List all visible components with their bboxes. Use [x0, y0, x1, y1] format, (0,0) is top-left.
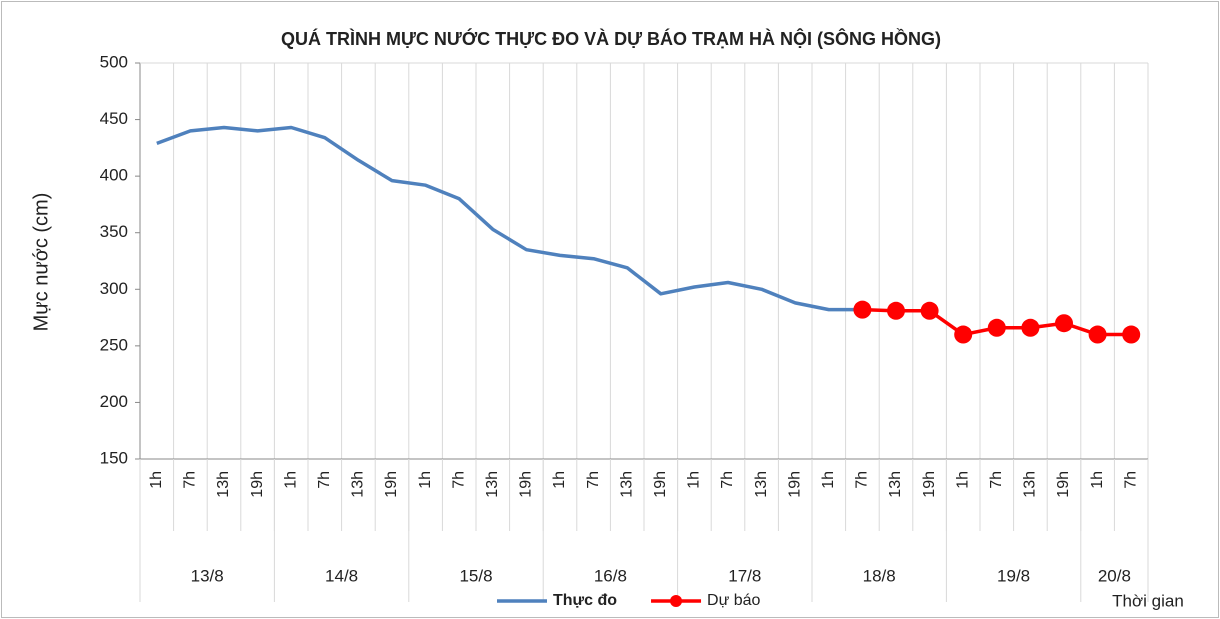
marker — [920, 301, 939, 320]
group-label: 20/8 — [1098, 566, 1131, 585]
group-label: 19/8 — [997, 566, 1030, 585]
x-tick-label: 19h — [1055, 471, 1072, 498]
y-tick-label: 200 — [100, 392, 128, 411]
x-tick-label: 1h — [820, 471, 837, 489]
x-tick-label: 7h — [316, 471, 333, 489]
group-label: 14/8 — [325, 566, 358, 585]
marker — [987, 318, 1006, 337]
y-tick-label: 400 — [100, 166, 128, 185]
marker — [1122, 325, 1141, 344]
x-tick-label: 19h — [249, 471, 266, 498]
group-label: 15/8 — [459, 566, 492, 585]
x-tick-label: 7h — [182, 471, 199, 489]
y-axis-label: Mực nước (cm) — [30, 193, 52, 332]
marker — [853, 300, 872, 319]
group-label: 18/8 — [863, 566, 896, 585]
legend-label: Thực đo — [553, 592, 617, 609]
x-tick-label: 13h — [753, 471, 770, 498]
x-tick-label: 1h — [148, 471, 165, 489]
series-line — [156, 125, 863, 312]
legend-marker — [670, 595, 683, 607]
marker — [1055, 314, 1073, 333]
x-tick-label: 19h — [652, 471, 669, 498]
x-tick-label: 1h — [417, 471, 434, 489]
x-tick-label: 13h — [350, 471, 367, 498]
y-tick-label: 150 — [100, 448, 128, 467]
x-tick-label: 13h — [484, 471, 501, 498]
marker — [1021, 318, 1040, 337]
x-tick-label: 13h — [1022, 471, 1039, 498]
group-label: 17/8 — [728, 566, 761, 585]
marker — [1088, 325, 1107, 344]
x-tick-label: 1h — [954, 471, 971, 489]
x-tick-label: 19h — [921, 471, 938, 498]
x-tick-label: 1h — [282, 471, 299, 489]
x-tick-label: 7h — [585, 471, 602, 489]
chart-title: QUÁ TRÌNH MỰC NƯỚC THỰC ĐO VÀ DỰ BÁO TRẠ… — [281, 28, 941, 49]
y-tick-label: 250 — [100, 335, 128, 354]
x-tick-label: 19h — [786, 471, 803, 498]
x-tick-label: 19h — [518, 471, 535, 498]
x-tick-label: 19h — [383, 471, 400, 498]
x-tick-label: 13h — [887, 471, 904, 498]
legend-label: Dự báo — [707, 592, 761, 609]
x-tick-label: 1h — [1089, 471, 1106, 489]
marker — [887, 301, 905, 320]
x-tick-label: 1h — [551, 471, 568, 489]
x-tick-label: 7h — [450, 471, 467, 489]
x-tick-label: 13h — [215, 471, 232, 498]
x-tick-label: 13h — [618, 471, 635, 498]
y-tick-label: 300 — [100, 279, 128, 298]
x-tick-label: 7h — [1122, 471, 1139, 489]
x-tick-label: 1h — [686, 471, 703, 489]
x-tick-label: 7h — [988, 471, 1005, 489]
x-tick-label: 7h — [719, 471, 736, 489]
y-tick-label: 350 — [100, 222, 128, 241]
group-label: 13/8 — [191, 566, 224, 585]
y-tick-label: 500 — [100, 52, 128, 71]
marker — [954, 325, 973, 344]
group-label: 16/8 — [594, 566, 627, 585]
x-tick-label: 7h — [854, 471, 871, 489]
y-tick-label: 450 — [100, 109, 128, 128]
